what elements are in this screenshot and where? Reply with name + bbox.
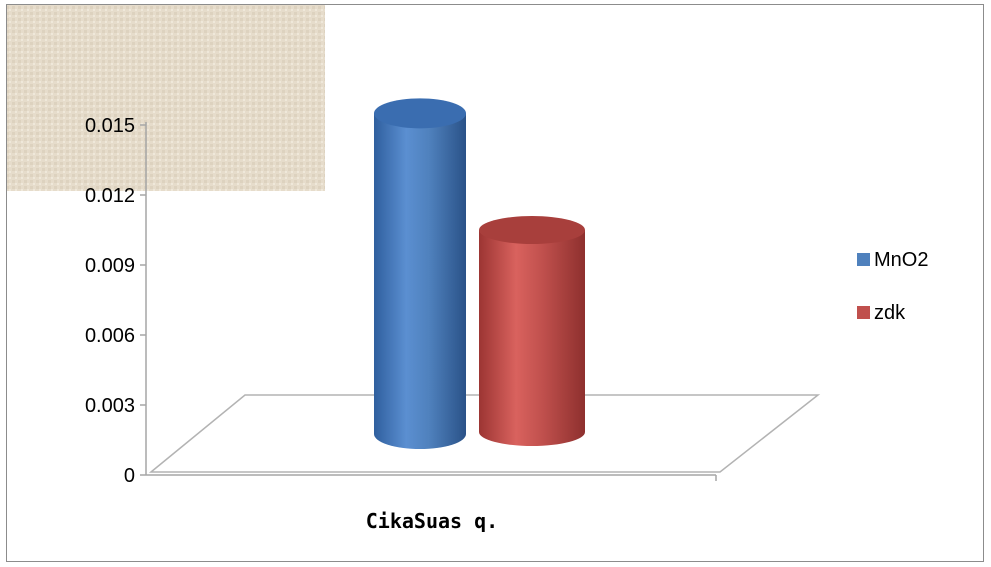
y-tick-label: 0.015 bbox=[85, 115, 135, 137]
bar-zdk bbox=[479, 216, 585, 446]
legend-label-zdk: zdk bbox=[874, 302, 906, 324]
bar-top bbox=[479, 216, 585, 244]
bar-MnO2 bbox=[374, 98, 466, 449]
y-ticks: 0 0.003 0.006 0.009 0.012 0.015 bbox=[85, 115, 146, 487]
bars bbox=[374, 98, 585, 449]
y-tick-label: 0.003 bbox=[85, 395, 135, 417]
floor bbox=[148, 394, 821, 473]
legend-label-MnO2: MnO2 bbox=[874, 249, 928, 271]
legend-swatch-zdk bbox=[857, 306, 870, 319]
background-texture bbox=[7, 5, 325, 191]
y-tick-label: 0.006 bbox=[85, 325, 135, 347]
bar-body bbox=[374, 113, 466, 449]
bar-top bbox=[374, 98, 466, 129]
y-tick-label: 0 bbox=[124, 465, 135, 487]
bar-body bbox=[479, 230, 585, 446]
axes bbox=[145, 122, 821, 481]
y-tick-label: 0.012 bbox=[85, 185, 135, 207]
category-label: CikaSuas q. bbox=[366, 509, 498, 533]
y-tick-label: 0.009 bbox=[85, 255, 135, 277]
legend: MnO2 zdk bbox=[857, 249, 928, 324]
legend-swatch-MnO2 bbox=[857, 253, 870, 266]
